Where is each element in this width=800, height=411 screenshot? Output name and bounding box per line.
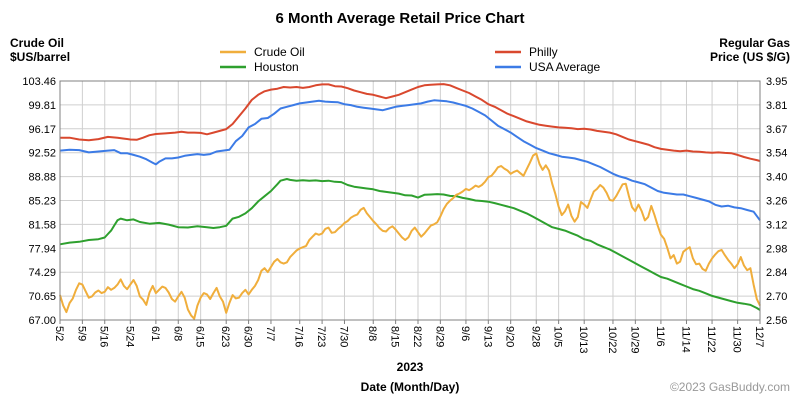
chart-title: 6 Month Average Retail Price Chart [276,10,525,27]
x-axis-ticks: 5/2 5/9 5/16 5/24 6/1 6/8 6/15 6/23 6/30 7/7 7/16 7… [53,320,765,354]
right-tick-label: 2.70 [766,291,787,303]
right-tick-label: 3.40 [766,172,787,184]
series-line-crude-oil [59,152,761,320]
left-tick-label: 81.58 [28,219,56,231]
left-tick-label: 96.17 [28,124,56,136]
copyright-text: ©2023 GasBuddy.com [670,380,790,394]
x-tick-label: 10/13 [577,326,589,354]
left-tick-label: 67.00 [28,315,56,327]
x-tick-label: 9/13 [481,326,493,347]
series-line-philly [60,83,761,162]
right-tick-label: 3.81 [766,100,787,112]
right-tick-label: 3.12 [766,219,787,231]
plot-frame [59,80,761,321]
series-lines [59,83,761,320]
x-tick-label: 11/14 [679,326,691,353]
x-tick-label: 8/15 [389,326,401,347]
x-tick-label: 5/9 [75,326,87,341]
legend-label-usa-average: USA Average [529,60,600,74]
left-tick-label: 103.46 [22,76,56,88]
left-tick-label: 70.65 [28,291,56,303]
series-line-usa-average [59,99,761,221]
x-tick-label: 12/7 [753,326,765,347]
right-axis-title-line1: Regular Gas [719,36,790,50]
left-tick-label: 99.81 [28,100,56,112]
x-tick-label: 7/16 [293,326,305,347]
x-tick-label: 5/2 [53,326,65,341]
x-tick-label: 11/6 [654,326,666,347]
left-axis-title-line1: Crude Oil [10,36,64,50]
x-tick-label: 7/23 [315,326,327,347]
x-tick-label: 9/6 [459,326,471,341]
x-tick-label: 7/30 [337,326,349,347]
x-tick-label: 10/22 [606,326,618,354]
right-tick-label: 2.98 [766,243,787,255]
right-axis-title-line2: Price (US $/G) [710,50,790,64]
right-tick-label: 3.26 [766,196,787,208]
right-axis-ticks: 3.95 3.81 3.67 3.54 3.40 3.26 3.12 2.98 2.84 2.70… [766,76,787,327]
year-label: 2023 [397,360,424,374]
x-tick-label: 9/20 [504,326,516,347]
legend-label-crude-oil: Crude Oil [254,45,305,59]
x-tick-label: 6/23 [219,326,231,347]
x-tick-label: 8/22 [411,326,423,347]
left-tick-label: 85.23 [28,196,56,208]
left-axis-ticks: 103.46 99.81 96.17 92.52 88.88 85.23 81.58 77.9… [22,76,56,327]
series-line-houston [59,178,761,311]
x-tick-label: 6/1 [149,326,161,341]
x-tick-label: 6/30 [242,326,254,347]
x-axis-title: Date (Month/Day) [361,380,460,394]
right-tick-label: 3.54 [766,148,787,160]
left-tick-label: 77.94 [28,243,56,255]
right-tick-label: 2.56 [766,315,787,327]
x-tick-label: 8/8 [366,326,378,341]
x-tick-label: 10/29 [628,326,640,354]
x-tick-label: 8/29 [433,326,445,347]
right-tick-label: 3.95 [766,76,787,88]
x-tick-label: 5/16 [98,326,110,347]
x-tick-label: 11/30 [731,326,743,353]
left-tick-label: 92.52 [28,148,56,160]
x-tick-label: 7/7 [264,326,276,341]
right-tick-label: 3.67 [766,124,787,136]
right-tick-label: 2.84 [766,267,787,279]
left-axis-title-line2: $US/barrel [10,50,70,64]
legend-label-houston: Houston [254,60,299,74]
x-tick-label: 9/28 [529,326,541,347]
x-tick-label: 11/22 [705,326,717,353]
x-tick-label: 10/5 [552,326,564,347]
left-tick-label: 88.88 [28,172,56,184]
x-tick-label: 5/24 [123,326,135,347]
left-tick-label: 74.29 [28,267,56,279]
x-tick-label: 6/15 [194,326,206,347]
legend-label-philly: Philly [529,45,558,59]
x-tick-label: 6/8 [171,326,183,341]
